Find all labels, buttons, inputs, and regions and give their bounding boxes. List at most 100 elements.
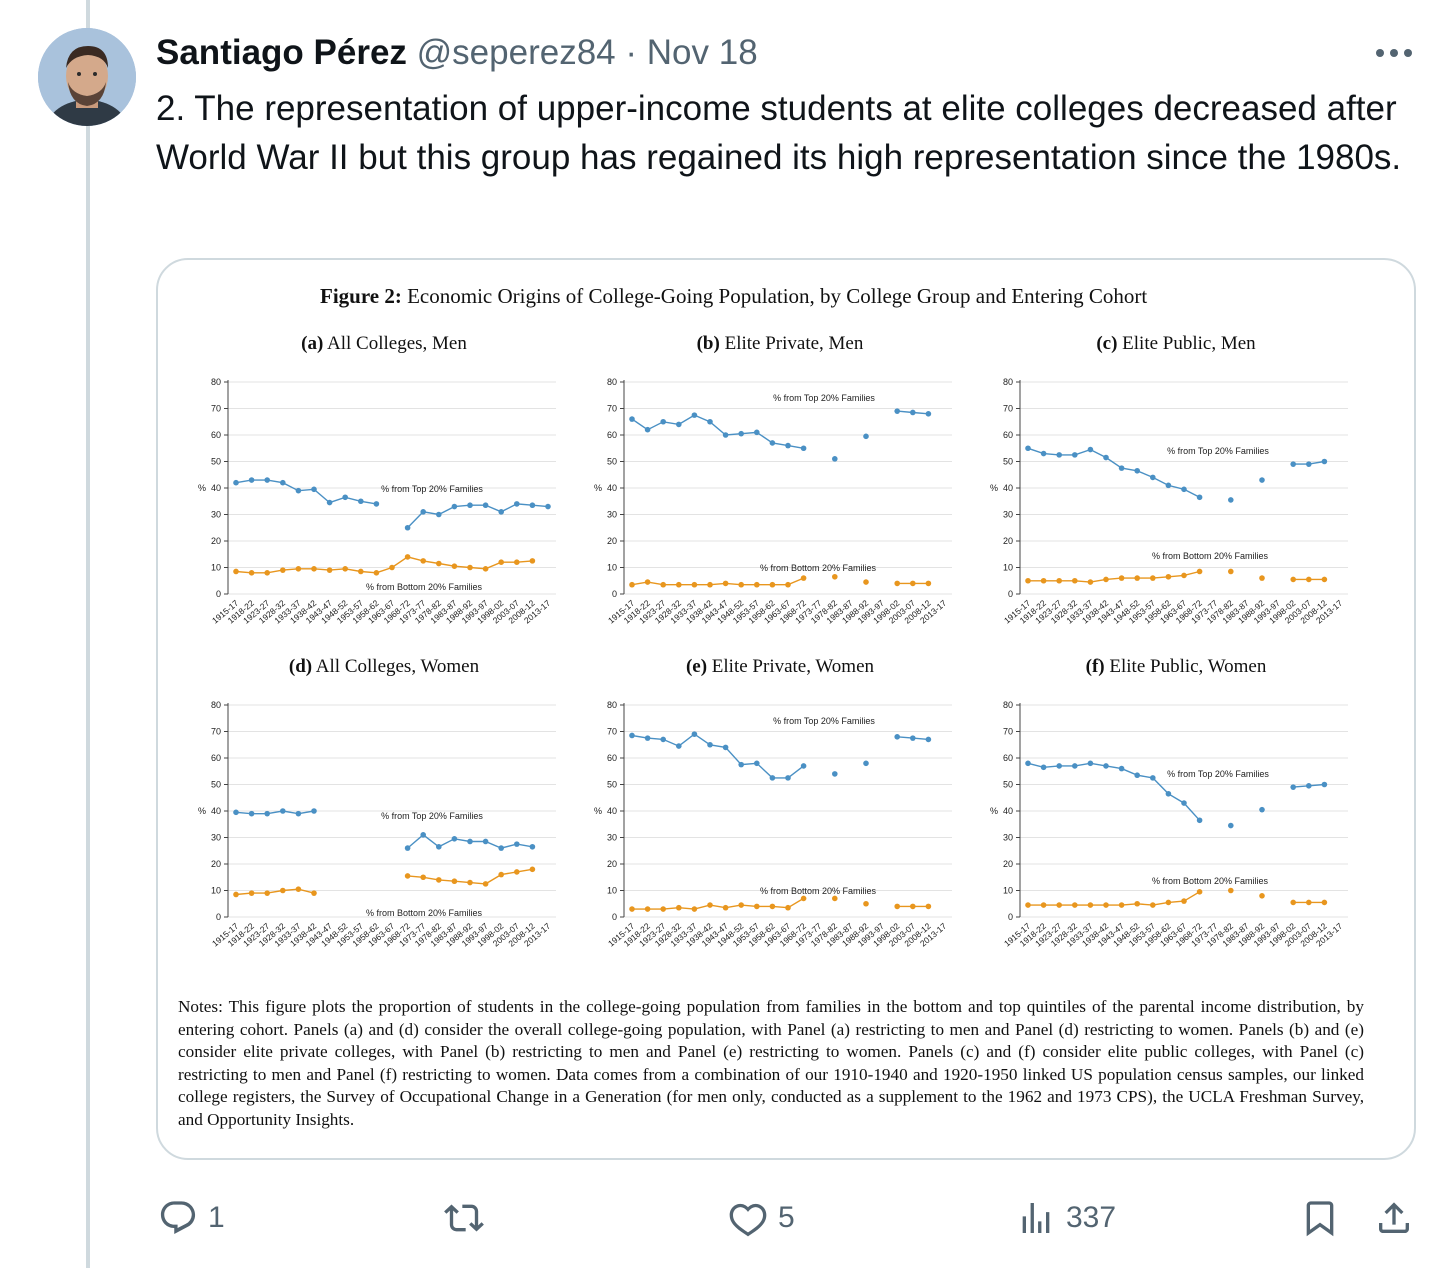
data-point-top20 [1040,764,1047,771]
y-tick-label: 80 [1003,700,1013,710]
y-tick-label: 20 [211,536,221,546]
data-point-bottom20 [1290,576,1296,583]
y-tick-label: 0 [216,912,221,922]
reply-button[interactable]: 1 [158,1190,225,1246]
data-point-top20 [644,735,651,741]
reply-icon [160,1201,196,1234]
y-tick-label: 80 [1003,377,1013,387]
data-point-bottom20 [1259,575,1265,581]
data-point-bottom20 [1072,577,1078,584]
data-point-top20 [925,736,932,743]
data-point-top20 [404,845,411,851]
data-point-top20 [629,416,635,422]
data-point-top20 [832,456,838,462]
y-tick-label: 10 [607,563,617,573]
data-point-top20 [233,479,239,486]
data-point-bottom20 [1196,568,1203,575]
data-point-bottom20 [311,566,317,572]
chart-panel-d: (d) All Colleges, Women 0 10 20 30 40 50 60 70 80… [198,656,556,949]
like-button[interactable]: 5 [728,1190,795,1246]
data-point-top20 [769,775,776,781]
data-point-top20 [1134,772,1140,779]
reply-count: 1 [208,1201,225,1234]
panel-title: (c) Elite Public, Men [1096,333,1256,354]
panel-title-text: All Colleges, Men [323,333,467,354]
y-tick-label: 50 [607,457,617,467]
share-button[interactable] [1374,1190,1414,1246]
y-tick-label: 40 [1003,806,1013,816]
chart-panel-f: (f) Elite Public, Women 0 10 20 30 40 50 60 70 80… [990,656,1348,949]
header-separator: · [625,33,638,72]
author-name[interactable]: Santiago Pérez [156,33,407,72]
data-point-top20 [707,418,713,425]
tweet-actions: 1 5 337 [0,1190,1456,1246]
data-point-top20 [1072,452,1078,458]
y-tick-label: 70 [211,404,221,414]
data-point-bottom20 [832,895,838,902]
data-point-bottom20 [832,573,838,580]
y-tick-label: 60 [211,753,221,763]
data-point-top20 [498,845,505,851]
figure-notes-container: Notes: This figure plots the proportion … [178,997,1364,1129]
data-point-bottom20 [1321,576,1328,583]
data-point-top20 [248,477,255,483]
data-point-top20 [722,432,729,438]
data-point-top20 [1118,765,1125,772]
series-line-bottom20 [1028,891,1325,906]
analytics-icon [1022,1203,1050,1233]
data-point-top20 [311,486,317,493]
data-point-bottom20 [1087,579,1094,585]
y-tick-label: 10 [607,886,617,896]
data-point-bottom20 [1134,575,1140,581]
data-point-top20 [482,502,489,509]
retweet-icon [444,1204,484,1232]
data-point-bottom20 [1290,899,1296,906]
data-point-bottom20 [1150,902,1156,908]
more-options-button[interactable] [1372,36,1416,66]
data-point-bottom20 [514,559,520,565]
views-button[interactable]: 337 [1016,1190,1116,1246]
data-point-top20 [545,503,551,510]
series-label-bottom20: % from Bottom 20% Families [1152,876,1269,886]
bookmark-button[interactable] [1300,1190,1340,1246]
data-point-top20 [514,841,520,847]
y-tick-label: 60 [1003,753,1013,763]
data-point-bottom20 [1196,889,1203,895]
data-point-top20 [863,433,869,440]
data-point-top20 [754,429,760,436]
y-tick-label: 40 [211,483,221,493]
data-point-bottom20 [1040,577,1047,584]
tweet-date[interactable]: Nov 18 [646,33,758,72]
data-point-top20 [1228,822,1234,829]
data-point-bottom20 [785,904,791,911]
data-point-bottom20 [691,581,698,588]
data-point-top20 [629,732,635,739]
author-avatar[interactable] [38,28,136,126]
data-point-bottom20 [660,581,666,588]
panel-label: (f) [1086,656,1105,677]
series-label-bottom20: % from Bottom 20% Families [366,582,483,592]
data-point-bottom20 [482,566,489,572]
heart-icon [729,1203,767,1237]
y-tick-label: 30 [607,510,617,520]
data-point-top20 [1025,760,1031,767]
data-point-bottom20 [280,887,286,894]
tweet-text: 2. The representation of upper-income st… [156,89,1402,177]
data-point-bottom20 [467,879,473,886]
data-point-bottom20 [738,902,744,908]
panel-label: (b) [697,333,720,354]
data-point-top20 [1228,497,1234,503]
retweet-button[interactable] [442,1190,496,1246]
series-label-bottom20: % from Bottom 20% Families [366,908,483,918]
author-handle[interactable]: @seperez84 [416,33,616,72]
data-point-top20 [722,744,729,751]
series-label-top20: % from Top 20% Families [1167,769,1269,779]
data-point-bottom20 [295,566,302,572]
data-point-top20 [894,734,900,740]
tweet-media-image[interactable]: Figure 2: Economic Origins of College-Go… [156,258,1416,1160]
more-dots-icon [1376,49,1412,57]
data-point-bottom20 [863,900,869,907]
data-point-top20 [1196,494,1203,501]
data-point-top20 [1025,445,1031,452]
y-tick-label: 20 [1003,536,1013,546]
